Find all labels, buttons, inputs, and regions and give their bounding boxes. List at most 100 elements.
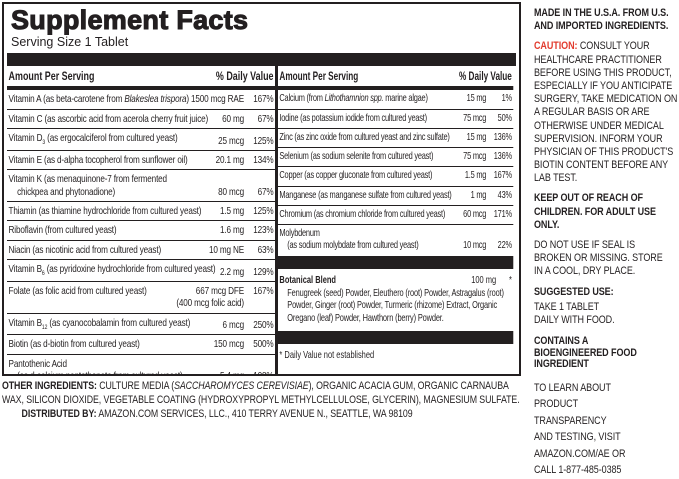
thick-divider-bar [7,53,516,67]
nutrient-name: Folate (as folic acid from cultured yeas… [8,284,147,297]
nutrient-column-right: Amount Per Serving % Daily Value Calcium… [277,66,517,374]
nutrient-daily-value: 125% [253,205,274,217]
nutrient-name: Copper (as copper gluconate from culture… [278,170,432,182]
side-paragraph: TO LEARN ABOUT PRODUCT TRANSPARENCY AND … [534,381,626,477]
side-paragraph: CAUTION: CONSULT YOUR HEALTHCARE PRACTIT… [534,40,678,185]
nutrient-name: Riboflavin (from cultured yeast) [8,224,117,237]
table-row: Thiamin (as thiamine hydrochloride from … [7,202,275,222]
table-row: Copper (as copper gluconate from culture… [277,167,513,187]
side-paragraph: SUGGESTED USE: [534,285,614,298]
nutrient-daily-value: 43% [497,189,512,201]
table-row: Niacin (as nicotinic acid from cultured … [7,241,275,261]
nutrient-daily-value: 167% [493,170,512,182]
nutrient-amount: 150 mcg [213,338,244,351]
nutrient-daily-value: 22% [497,240,512,252]
nutrient-name: Vitamin A (as beta-carotene from Blakesl… [8,93,190,106]
side-info-column: MADE IN THE U.S.A. FROM U.S. AND IMPORTE… [527,0,679,476]
nutrient-name: Pantothenic Acid(as d-calcium pantothena… [8,357,183,374]
botanical-blend-dv: * [508,273,512,286]
nutrient-amount: 1.5 mg [464,170,486,182]
nutrient-amount: 10 mg NE [208,243,244,256]
nutrient-daily-value: 136% [493,131,512,143]
table-row: Vitamin C (as ascorbic acid from acerola… [7,110,275,130]
nutrient-amount: 15 mg [466,93,486,105]
side-paragraph: KEEP OUT OF REACH OF CHILDREN. FOR ADULT… [534,192,656,231]
nutrient-name: Thiamin (as thiamine hydrochloride from … [8,205,202,217]
nutrient-column-left: Amount Per Serving % Daily Value Vitamin… [7,66,275,374]
daily-value-footnote: * Daily Value not established [278,348,374,361]
nutrient-name: Calcium (from Lithothamnion spp. marine … [278,93,428,105]
amount-per-serving-header: Amount Per Serving [278,71,358,84]
label-main-column: Supplement Facts Serving Size 1 Tablet A… [0,2,527,421]
daily-value-header: % Daily Value [458,71,512,84]
table-row: Zinc (as zinc oxide from cultured yeast … [277,129,513,149]
nutrient-columns: Amount Per Serving % Daily Value Vitamin… [7,66,516,374]
nutrient-daily-value: 50% [497,112,512,124]
nutrient-amount: 25 mcg [218,134,244,147]
column-header-left: Amount Per Serving % Daily Value [7,66,275,86]
side-paragraph: TAKE 1 TABLET DAILY WITH FOOD. [534,300,615,326]
serving-size: Serving Size 1 Tablet [11,35,129,50]
nutrient-name: Chromium (as chromium chloride from cult… [278,208,445,220]
nutrient-amount: 75 mcg [462,112,486,124]
nutrient-amount: 1.5 mg [219,205,244,217]
botanical-blend-row: Botanical Blend 100 mg * [278,269,513,287]
nutrient-amount: 60 mcg [462,208,486,220]
supplement-facts-panel: Supplement Facts Serving Size 1 Tablet A… [2,2,521,376]
nutrient-amount: 1 mg [470,189,486,201]
botanical-blend-amount: 100 mg [470,273,496,286]
header-underbar [277,86,513,91]
nutrient-name: Selenium (as sodium selenite from cultur… [278,151,433,163]
botanical-blend-description: Fenugreek (seed) Powder, Eleuthero (root… [286,287,504,325]
panel-header: Supplement Facts Serving Size 1 Tablet [7,4,516,53]
botanical-blend-name: Botanical Blend [278,273,336,286]
table-row: Folate (as folic acid from cultured yeas… [7,282,275,314]
nutrient-daily-value: 167% [253,284,274,297]
nutrient-name: Iodine (as potassium iodide from culture… [278,112,427,124]
table-row: Vitamin B6 (as pyridoxine hydrochloride … [7,260,275,282]
nutrient-daily-value: 1% [501,93,512,105]
nutrient-name: Manganese (as manganese sulfate from cul… [278,189,452,201]
nutrient-name: Biotin (as d-biotin from cultured yeast) [8,338,140,351]
nutrient-amount: 6 mcg [222,319,245,332]
nutrient-daily-value: 136% [493,151,512,163]
nutrient-name: Vitamin C (as ascorbic acid from acerola… [8,112,209,125]
table-row: Chromium (as chromium chloride from cult… [277,206,513,226]
nutrient-name: Vitamin B6 (as pyridoxine hydrochloride … [8,263,216,278]
header-underbar [7,86,275,91]
nutrient-daily-value: 167% [253,93,274,106]
nutrient-name: Molybdenum (as sodium molybdate from cult… [278,228,419,252]
nutrient-daily-value: 250% [253,319,274,332]
table-row: Biotin (as d-biotin from cultured yeast)… [7,335,275,355]
table-row: Vitamin K (as menaquinone-7 from ferment… [7,170,275,202]
nutrient-daily-value: 125% [253,134,274,147]
table-row: Molybdenum (as sodium molybdate from cult… [278,225,513,256]
side-paragraph: MADE IN THE U.S.A. FROM U.S. AND IMPORTE… [534,7,669,33]
table-row: Selenium (as sodium selenite from cultur… [277,148,513,168]
nutrient-amount: 20.1 mg [215,153,245,166]
column-header-right: Amount Per Serving % Daily Value [278,66,513,86]
nutrient-daily-value: 123% [253,224,274,237]
nutrient-amount: 1.6 mg [219,224,244,237]
column-divider [275,66,278,374]
nutrient-name: Zinc (as zinc oxide from cultured yeast … [278,131,450,143]
distributed-by: DISTRIBUTED BY: AMAZON.COM SERVICES, LLC… [21,407,413,420]
nutrient-amount: 15 mg [466,131,486,143]
table-row: Vitamin D3 (as ergocalciferol from cultu… [7,129,275,151]
table-row: Manganese (as manganese sulfate from cul… [277,187,513,206]
table-row: Vitamin B12 (as cyanocobalamin from cult… [7,314,275,336]
table-row: Riboflavin (from cultured yeast) 1.6 mg 12… [7,221,275,241]
nutrient-name: Vitamin K (as menaquinone-7 from ferment… [8,173,168,198]
nutrient-daily-value: 63% [257,243,274,256]
nutrient-daily-value: 108% [247,370,273,374]
nutrient-amount: 5.4 mg [220,370,244,374]
nutrient-daily-value: 134% [253,153,274,166]
nutrient-amount: 60 mg [222,112,244,125]
nutrient-name: Niacin (as nicotinic acid from cultured … [8,243,162,256]
thick-divider-bar [277,330,513,344]
nutrient-daily-value: 500% [253,338,274,351]
bottom-text-block: OTHER INGREDIENTS: CULTURE MEDIA (SACCHA… [0,376,527,421]
other-ingredients: OTHER INGREDIENTS: CULTURE MEDIA (SACCHA… [2,380,520,406]
amount-per-serving-header: Amount Per Serving [8,71,95,84]
nutrient-amount: 667 mcg DFE (400 mcg folic acid) [176,284,244,310]
